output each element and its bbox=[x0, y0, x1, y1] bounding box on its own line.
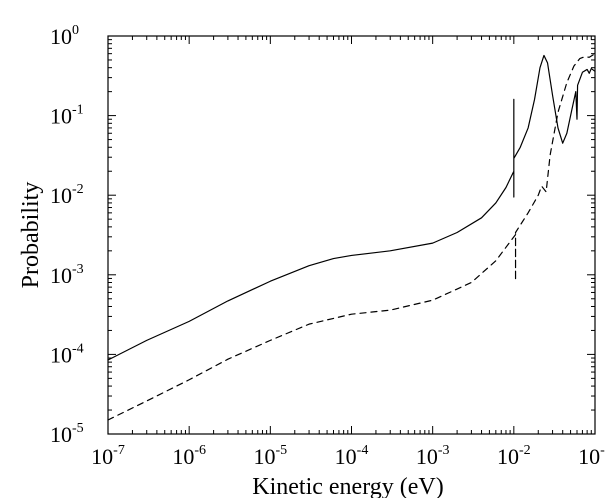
x-tick-base: 10 bbox=[172, 444, 194, 469]
x-tick-base: 10 bbox=[253, 444, 275, 469]
y-tick-label: 10-5 bbox=[50, 421, 84, 447]
y-tick-label: 10-2 bbox=[50, 182, 84, 208]
y-tick-label: 100 bbox=[50, 23, 79, 49]
x-tick-exponent: -3 bbox=[438, 443, 450, 458]
x-tick-base: 10 bbox=[497, 444, 519, 469]
y-tick-base: 10 bbox=[50, 342, 72, 367]
x-tick-label: 10-7 bbox=[91, 443, 125, 469]
x-tick-exponent: -1 bbox=[600, 443, 605, 458]
plot-frame bbox=[108, 36, 595, 434]
y-tick-base: 10 bbox=[50, 263, 72, 288]
x-tick-base: 10 bbox=[578, 444, 600, 469]
x-tick-exponent: -5 bbox=[275, 443, 287, 458]
x-tick-exponent: -2 bbox=[519, 443, 531, 458]
y-tick-base: 10 bbox=[50, 104, 72, 129]
y-tick-exponent: -3 bbox=[72, 262, 84, 277]
x-tick-exponent: -7 bbox=[113, 443, 125, 458]
x-tick-label: 10-5 bbox=[253, 443, 287, 469]
y-tick-base: 10 bbox=[50, 24, 72, 49]
y-tick-label: 10-3 bbox=[50, 262, 84, 288]
x-tick-label: 10-4 bbox=[335, 443, 369, 469]
y-tick-label: 10-1 bbox=[50, 103, 84, 129]
x-tick-base: 10 bbox=[91, 444, 113, 469]
x-tick-label: 10-6 bbox=[172, 443, 206, 469]
x-axis-ticks: 10-710-610-510-410-310-210-1 bbox=[91, 36, 605, 469]
x-tick-label: 10-2 bbox=[497, 443, 531, 469]
y-tick-exponent: 0 bbox=[72, 23, 79, 38]
y-axis-ticks: 10-510-410-310-210-1100 bbox=[50, 23, 595, 447]
x-tick-exponent: -4 bbox=[357, 443, 369, 458]
y-tick-exponent: -2 bbox=[72, 182, 84, 197]
x-tick-base: 10 bbox=[335, 444, 357, 469]
y-tick-exponent: -1 bbox=[72, 103, 84, 118]
x-tick-base: 10 bbox=[416, 444, 438, 469]
y-tick-base: 10 bbox=[50, 422, 72, 447]
series-layer bbox=[108, 55, 595, 420]
y-axis-label: Probability bbox=[18, 182, 44, 289]
x-axis-label: Kinetic energy (eV) bbox=[252, 474, 443, 498]
x-tick-exponent: -6 bbox=[194, 443, 206, 458]
y-tick-label: 10-4 bbox=[50, 341, 84, 367]
y-tick-exponent: -4 bbox=[72, 341, 84, 356]
dashed-series-line bbox=[108, 55, 595, 420]
y-tick-base: 10 bbox=[50, 183, 72, 208]
y-tick-exponent: -5 bbox=[72, 421, 84, 436]
x-tick-label: 10-1 bbox=[578, 443, 605, 469]
x-tick-label: 10-3 bbox=[416, 443, 450, 469]
